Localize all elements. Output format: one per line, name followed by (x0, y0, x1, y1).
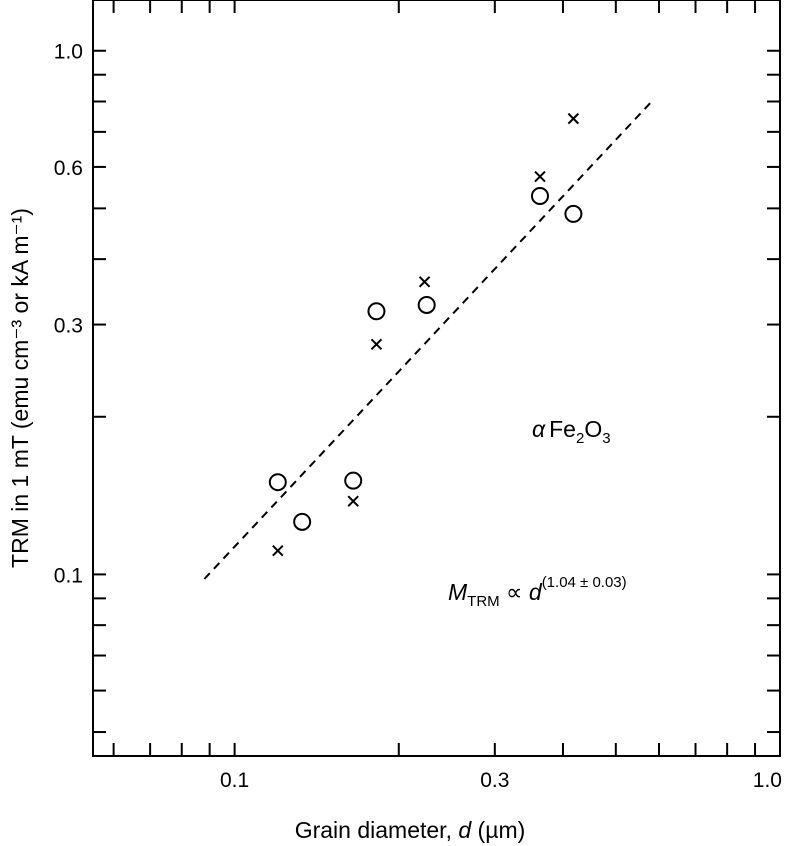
x-axis-title: Grain diameter, d (µm) (295, 817, 526, 843)
y-tick-label: 0.6 (54, 157, 83, 180)
tick-labels: 0.1 0.3 1.0 0.1 0.3 0.6 1.0 (54, 41, 782, 792)
data-points (268, 112, 583, 557)
data-point-cross (534, 170, 546, 183)
x-tick-label: 0.1 (220, 769, 249, 792)
cross-stroke (534, 170, 546, 183)
cross-stroke (272, 544, 284, 557)
cross-stroke (370, 338, 383, 351)
tick-marks (93, 0, 781, 756)
y-axis-title: TRM in 1 mT (emu cm⁻³ or kA m⁻¹) (7, 208, 33, 568)
data-point-cross (418, 276, 431, 288)
plot-frame (92, 0, 781, 757)
fit-line (203, 99, 654, 580)
cross-stroke (418, 276, 431, 288)
data-point-circle (417, 295, 436, 314)
data-point-circle (367, 302, 386, 321)
data-point-circle (564, 204, 583, 223)
data-point-cross (370, 338, 383, 351)
y-tick-label: 1.0 (54, 41, 83, 64)
data-point-circle (344, 471, 363, 490)
data-point-cross (567, 112, 580, 125)
data-point-cross (272, 544, 284, 557)
x-tick-label: 1.0 (753, 769, 782, 792)
y-tick-label: 0.1 (54, 564, 83, 587)
data-point-circle (268, 473, 287, 492)
x-tick-label: 0.3 (480, 769, 509, 792)
data-point-circle (293, 512, 312, 531)
data-point-cross (347, 495, 359, 507)
cross-stroke (347, 495, 359, 507)
y-tick-label: 0.3 (54, 315, 83, 338)
material-label: α Fe2O3 (532, 416, 611, 447)
data-point-circle (530, 186, 549, 205)
cross-stroke (567, 112, 580, 125)
power-law-label: MTRM ∝ d(1.04 ± 0.03) (448, 574, 627, 610)
